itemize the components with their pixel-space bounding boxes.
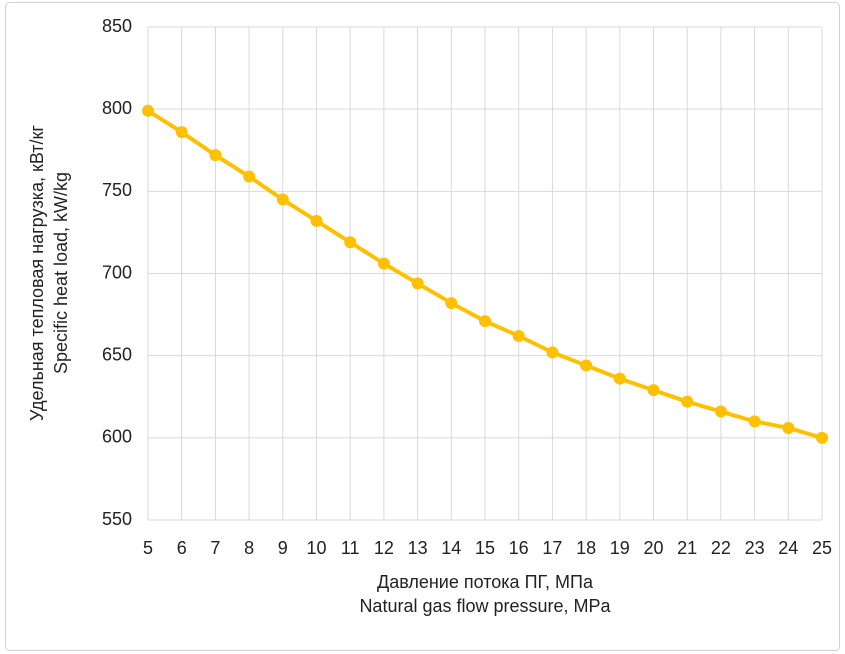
marker [816,431,828,444]
y-axis-label: Удельная тепловая нагрузка, кВт/кг [27,125,47,421]
x-tick-label: 11 [341,538,360,558]
x-tick-label: 16 [509,538,529,558]
marker [613,372,626,385]
marker [344,236,357,249]
marker [445,297,458,310]
marker [512,329,525,342]
marker [209,149,222,162]
marker [377,257,390,270]
x-tick-label: 14 [441,538,461,558]
marker [782,421,795,434]
y-tick-label: 700 [102,262,132,282]
x-tick-label: 22 [711,538,731,558]
marker [748,415,761,428]
x-tick-label: 23 [745,538,765,558]
y-tick-label: 550 [102,509,132,529]
x-tick-label: 12 [374,538,394,558]
x-tick-label: 17 [542,538,562,558]
x-tick-label: 6 [177,538,187,558]
x-axis-label: Natural gas flow pressure, MPa [359,596,611,616]
x-tick-label: 21 [677,538,697,558]
x-tick-label: 5 [143,538,153,558]
marker [714,405,727,418]
y-tick-label: 800 [102,98,132,118]
marker [546,346,559,359]
marker [647,384,660,397]
y-tick-label: 600 [102,427,132,447]
x-tick-label: 10 [306,538,326,558]
marker [243,170,256,183]
marker [411,277,424,290]
marker [175,126,188,139]
marker [142,104,154,117]
y-tick-label: 650 [102,344,132,364]
marker [681,395,694,408]
y-tick-label: 850 [102,16,132,36]
x-tick-label: 20 [643,538,663,558]
x-tick-label: 15 [475,538,495,558]
x-tick-label: 13 [408,538,428,558]
marker [276,193,289,206]
marker [310,214,323,227]
x-tick-label: 9 [278,538,288,558]
y-tick-label: 750 [102,180,132,200]
x-tick-label: 7 [210,538,220,558]
x-axis-label: Давление потока ПГ, МПа [377,572,594,592]
x-tick-label: 18 [576,538,596,558]
marker [580,359,593,372]
marker [479,315,491,328]
x-tick-label: 8 [244,538,254,558]
y-axis-label: Specific heat load, kW/kg [51,172,71,374]
x-tick-label: 24 [778,538,798,558]
x-tick-label: 25 [812,538,832,558]
chart-border [5,2,840,651]
x-tick-label: 19 [610,538,630,558]
